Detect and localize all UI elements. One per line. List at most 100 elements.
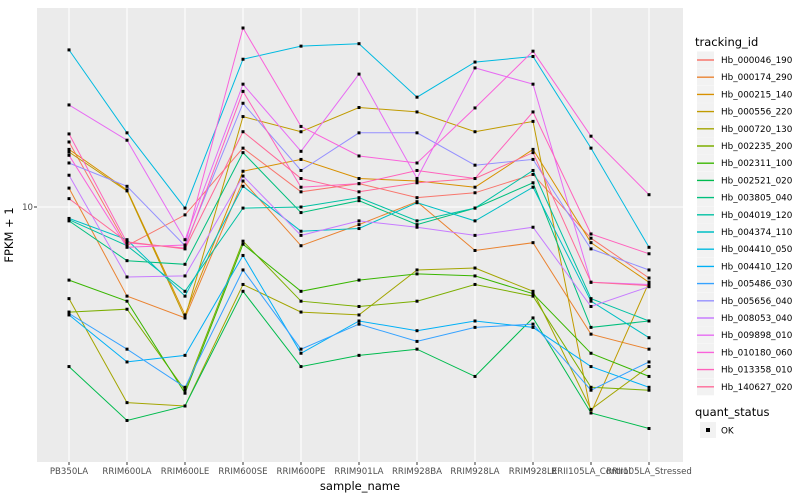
data-point — [241, 174, 245, 178]
data-point — [241, 268, 245, 272]
data-point — [473, 233, 477, 237]
legend-label: Hb_002311_100 — [721, 159, 793, 169]
data-point — [125, 347, 129, 351]
data-point — [67, 216, 71, 220]
data-point — [125, 294, 129, 298]
data-point — [589, 351, 593, 355]
data-point — [125, 275, 129, 279]
legend-item: Hb_140627_020 — [697, 378, 793, 396]
x-tick-label: RRIM928LE — [509, 467, 558, 477]
data-point — [473, 325, 477, 329]
data-point — [125, 238, 129, 242]
data-point — [589, 146, 593, 150]
data-point — [241, 239, 245, 243]
x-tick-label: RRIM600SE — [218, 467, 267, 477]
data-point — [357, 319, 361, 323]
data-point — [299, 365, 303, 369]
legend-label: Hb_003805_040 — [721, 194, 793, 204]
x-tick-label: RRIM600LE — [161, 467, 210, 477]
legend-label: Hb_140627_020 — [721, 383, 793, 393]
data-point — [415, 110, 419, 114]
x-axis-title: sample_name — [320, 479, 400, 493]
data-point — [531, 241, 535, 245]
data-point — [357, 227, 361, 231]
data-point — [67, 173, 71, 177]
data-point — [473, 163, 477, 167]
data-point — [415, 272, 419, 276]
data-point — [415, 131, 419, 135]
data-point — [647, 427, 651, 431]
data-point — [647, 276, 651, 280]
data-point — [415, 223, 419, 227]
data-point — [589, 134, 593, 138]
data-point — [589, 365, 593, 369]
data-point — [531, 289, 535, 293]
x-tick-label: RRII105LA_Stressed — [606, 467, 692, 477]
data-point — [357, 278, 361, 282]
data-point — [241, 101, 245, 105]
data-point — [183, 385, 187, 389]
data-point — [473, 374, 477, 378]
data-point — [531, 147, 535, 151]
data-point — [183, 353, 187, 357]
data-point — [183, 391, 187, 395]
data-point — [299, 190, 303, 194]
plot-panel — [37, 8, 683, 462]
legend-item: Hb_004410_050 — [697, 240, 793, 258]
legend-item: Hb_004410_120 — [697, 257, 793, 275]
data-point — [647, 268, 651, 272]
data-point — [357, 196, 361, 200]
data-point — [241, 169, 245, 173]
legend-key-quant-square — [706, 428, 710, 432]
data-point — [299, 289, 303, 293]
data-point — [67, 103, 71, 107]
data-point — [531, 82, 535, 86]
data-point — [357, 190, 361, 194]
legend-item: Hb_005656_040 — [697, 292, 793, 310]
data-point — [357, 223, 361, 227]
data-point — [473, 219, 477, 223]
data-point — [357, 313, 361, 317]
data-point — [415, 95, 419, 99]
legend-label: Hb_010180_060 — [721, 348, 793, 358]
data-point — [299, 177, 303, 181]
legend-item: Hb_000174_290 — [697, 68, 793, 86]
legend-item: Hb_010180_060 — [697, 343, 793, 361]
data-point — [125, 244, 129, 248]
data-point — [241, 151, 245, 155]
data-point — [357, 154, 361, 158]
data-point — [299, 149, 303, 153]
data-point — [183, 274, 187, 278]
data-point — [67, 297, 71, 301]
data-point — [647, 284, 651, 288]
data-point — [299, 124, 303, 128]
data-point — [589, 304, 593, 308]
legend-item: Hb_005486_030 — [697, 275, 793, 293]
data-point — [473, 282, 477, 286]
data-point — [299, 347, 303, 351]
legend-label: Hb_000215_140 — [721, 90, 793, 100]
data-point — [125, 259, 129, 263]
data-point — [357, 199, 361, 203]
data-point — [183, 262, 187, 266]
data-point — [473, 106, 477, 110]
data-point — [647, 385, 651, 389]
data-point — [589, 280, 593, 284]
data-point — [357, 219, 361, 223]
data-point — [183, 238, 187, 242]
legend-label: Hb_000174_290 — [721, 73, 793, 83]
data-point — [299, 351, 303, 355]
data-point — [183, 388, 187, 392]
data-point — [299, 233, 303, 237]
data-point — [299, 205, 303, 209]
data-point — [299, 130, 303, 134]
data-point — [183, 404, 187, 408]
data-point — [299, 185, 303, 189]
data-point — [589, 297, 593, 301]
data-point — [589, 388, 593, 392]
data-point — [531, 181, 535, 185]
data-point — [241, 115, 245, 119]
legend-item: Hb_002521_020 — [697, 171, 793, 189]
legend-label: Hb_004019_120 — [721, 211, 793, 221]
data-point — [67, 48, 71, 52]
